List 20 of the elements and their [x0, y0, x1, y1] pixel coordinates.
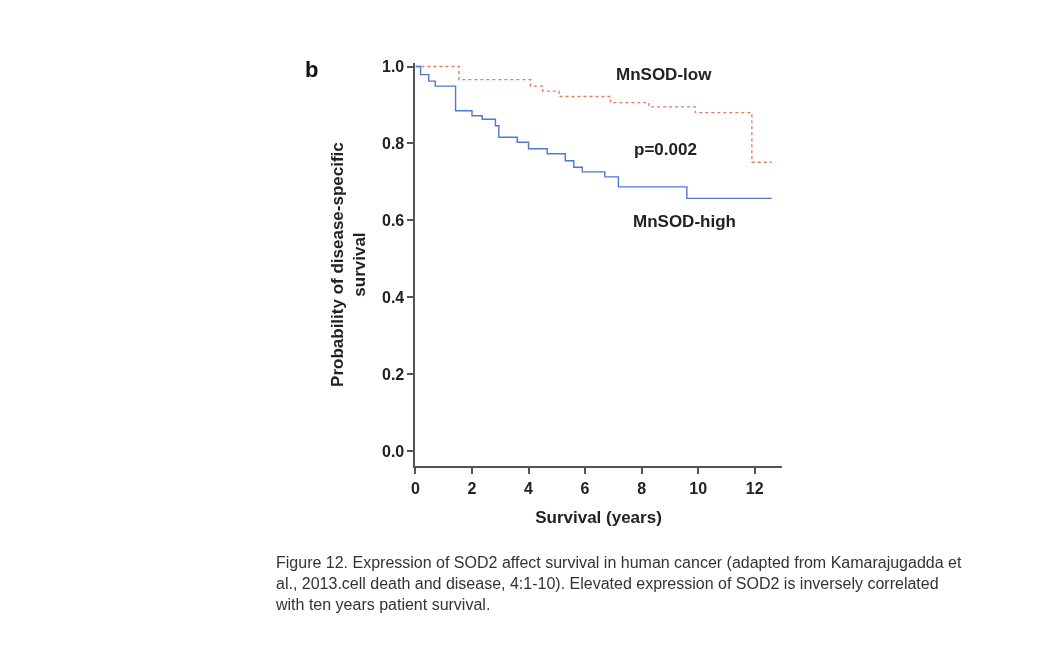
y-tick-label: 0.4: [382, 288, 405, 306]
x-tick-label: 8: [637, 479, 647, 497]
y-tick-label: 0.2: [382, 365, 405, 383]
y-tick-label: 0.0: [382, 442, 405, 460]
x-axis-title: Survival (years): [535, 507, 662, 527]
y-tick-label: 0.6: [382, 211, 405, 229]
annotation: p=0.002: [634, 140, 697, 159]
series-label: MnSOD-low: [616, 65, 713, 84]
y-tick-label: 0.8: [382, 135, 405, 153]
x-tick-label: 4: [524, 479, 534, 497]
x-tick-label: 2: [467, 479, 477, 497]
text: b: [305, 57, 319, 82]
x-tick-label: 6: [580, 479, 590, 497]
y-tick-label: 1.0: [382, 58, 405, 76]
x-tick-label: 0: [411, 479, 420, 497]
x-tick-label: 10: [689, 479, 708, 497]
caption: Figure 12. Expression of SOD2 affect survival in human cancer (adapted from Kamarajugadda et al., 2013.cell death and disease, 4:1-10). Elevated expression of SOD2 is inversely correlated with ten years patient survival.: [275, 554, 962, 613]
x-tick-label: 12: [745, 479, 764, 497]
y-axis-title: Probability of disease-specific survival: [327, 142, 370, 387]
series-label: MnSOD-high: [633, 212, 736, 231]
